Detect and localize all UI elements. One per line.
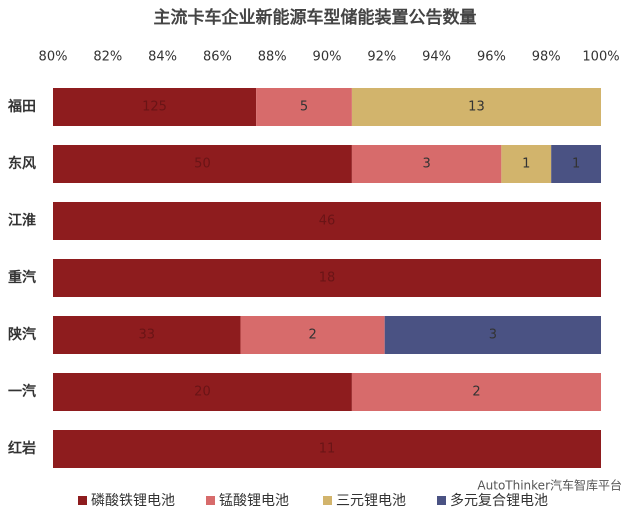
bar-segment	[501, 145, 552, 183]
plot-area	[53, 88, 601, 468]
data-label: 3	[489, 328, 497, 343]
y-tick-label: 陕汽	[8, 326, 36, 343]
y-tick-label: 福田	[7, 98, 36, 115]
bar-segment	[53, 373, 352, 411]
x-tick-label: 88%	[258, 50, 287, 65]
bar-segment	[351, 145, 502, 183]
chart-title: 主流卡车企业新能源车型储能装置公告数量	[154, 7, 477, 28]
y-tick-label: 东风	[8, 155, 36, 172]
watermark: AutoThinker汽车智库平台	[477, 478, 622, 493]
bar-segment	[551, 145, 601, 183]
bar-segment	[384, 316, 601, 354]
x-tick-label: 94%	[422, 50, 451, 65]
legend-swatch	[323, 496, 332, 505]
bar-segment	[53, 202, 601, 240]
bar-segment	[53, 88, 257, 126]
legend-label: 磷酸铁锂电池	[91, 493, 175, 509]
data-label: 5	[300, 100, 308, 115]
data-label: 125	[142, 100, 167, 115]
x-tick-label: 98%	[532, 50, 561, 65]
legend-label: 三元锂电池	[336, 493, 406, 509]
data-label: 2	[472, 385, 480, 400]
y-tick-label: 一汽	[8, 383, 36, 400]
data-label: 50	[194, 157, 211, 172]
x-tick-label: 80%	[39, 50, 68, 65]
y-tick-label: 红岩	[8, 440, 36, 457]
bar-segment	[53, 145, 352, 183]
legend-swatch	[206, 496, 215, 505]
x-tick-label: 82%	[93, 50, 122, 65]
data-label: 1	[522, 157, 530, 172]
bar-segment	[53, 259, 601, 297]
x-tick-label: 100%	[582, 50, 619, 65]
bar-segment	[240, 316, 385, 354]
bar-segment	[351, 373, 601, 411]
data-label: 13	[468, 100, 485, 115]
bar-segment	[53, 316, 241, 354]
data-label: 33	[138, 328, 155, 343]
x-tick-label: 96%	[477, 50, 506, 65]
data-label: 20	[194, 385, 211, 400]
x-tick-label: 90%	[313, 50, 342, 65]
data-label: 1	[572, 157, 580, 172]
data-label: 18	[319, 271, 336, 286]
y-tick-label: 重汽	[8, 269, 36, 286]
data-label: 2	[308, 328, 316, 343]
legend-swatch	[78, 496, 87, 505]
data-label: 46	[319, 214, 336, 229]
bar-segment	[53, 430, 601, 468]
data-label: 11	[319, 442, 336, 457]
x-tick-label: 86%	[203, 50, 232, 65]
legend-label: 锰酸锂电池	[219, 493, 289, 509]
x-tick-label: 92%	[367, 50, 396, 65]
x-tick-label: 84%	[148, 50, 177, 65]
bar-segment	[351, 88, 601, 126]
bar-segment	[256, 88, 352, 126]
y-tick-label: 江淮	[8, 212, 36, 229]
legend-label: 多元复合锂电池	[450, 492, 548, 509]
data-label: 3	[422, 157, 430, 172]
legend-swatch	[437, 496, 446, 505]
